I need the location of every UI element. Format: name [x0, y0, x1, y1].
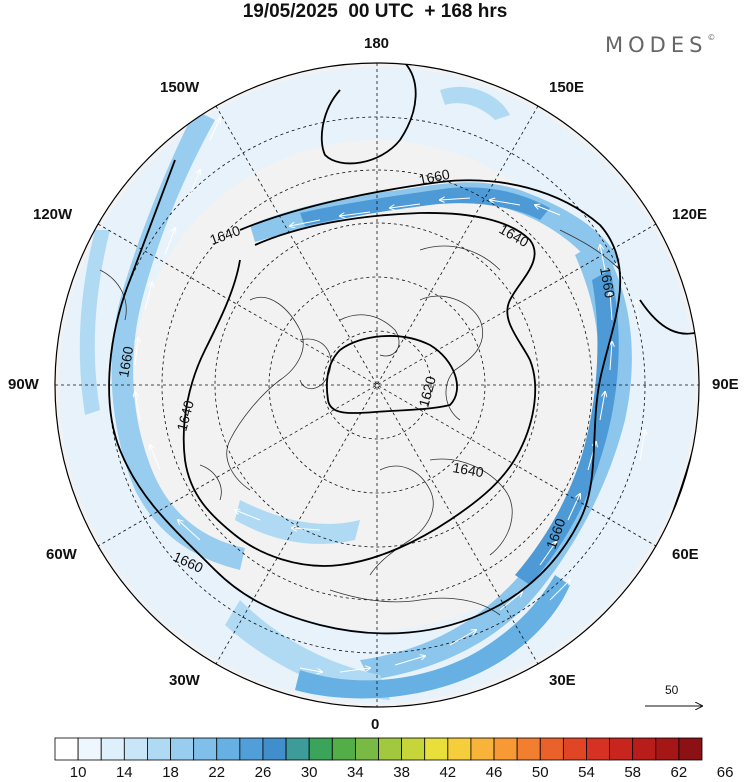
coastlines	[99, 229, 621, 616]
colorbar-swatch	[331, 737, 356, 761]
colorbar-swatch	[123, 737, 148, 761]
lon-label-30e: 30E	[549, 672, 576, 689]
wind-vectors	[135, 118, 645, 672]
contour-label: 1640	[451, 459, 485, 480]
colorbar-tick-label: 42	[439, 764, 457, 781]
lon-label-60e: 60E	[672, 546, 699, 563]
colorbar-swatch	[147, 737, 171, 761]
colorbar-swatch	[678, 737, 703, 761]
colorbar-swatch	[308, 737, 333, 761]
colorbar-swatch	[193, 737, 218, 761]
chart-title: 19/05/2025 00 UTC + 168 hrs	[242, 1, 508, 22]
contour-label: 1620	[415, 374, 439, 408]
graticule	[55, 63, 699, 707]
colorbar-tick-label: 46	[485, 764, 503, 781]
lon-label-150w: 150W	[160, 79, 200, 96]
lon-label-90w: 90W	[8, 376, 39, 393]
colorbar-swatch	[354, 737, 379, 761]
colorbar-swatch	[170, 737, 195, 761]
colorbar-tick-label: 18	[162, 764, 179, 781]
lon-label-0: 0	[371, 716, 380, 733]
colorbar-swatch	[100, 737, 125, 761]
jet-band-america	[111, 110, 245, 570]
colorbar-tick-label: 14	[115, 764, 133, 781]
colorbar-tick-label: 30	[300, 764, 318, 781]
colorbar-swatch	[539, 737, 564, 761]
colorbar-tick-label: 54	[578, 764, 595, 781]
colorbar-swatch	[470, 737, 495, 761]
lon-label-30w: 30W	[169, 672, 200, 689]
lon-label-150e: 150E	[549, 79, 585, 96]
reference-vector-value: 50	[665, 683, 679, 697]
colorbar-swatch	[424, 737, 449, 761]
colorbar-swatch	[516, 737, 541, 761]
colorbar-swatch	[447, 737, 472, 761]
map-border	[54, 62, 700, 708]
colorbar-swatch	[401, 737, 426, 761]
colorbar-tick-label: 50	[531, 764, 549, 781]
contour-label: 1640	[173, 398, 197, 432]
brand-name: MODES	[605, 33, 708, 57]
colorbar-swatch	[54, 737, 79, 761]
colorbar-tick-label: 26	[254, 764, 272, 781]
colorbar-swatch	[586, 737, 610, 761]
colorbar-tick-label: 66	[716, 764, 734, 781]
brand-logo: MODES©	[605, 33, 715, 57]
colorbar-swatch	[239, 737, 264, 761]
colorbar-tick-label: 34	[347, 764, 364, 781]
jet-band-atlantic	[295, 575, 570, 699]
colorbar-swatch	[378, 737, 403, 761]
wind-speed-shading	[58, 67, 695, 703]
colorbar-swatch	[285, 737, 310, 761]
colorbar-swatch	[655, 737, 680, 761]
colorbar-swatch	[562, 737, 587, 761]
colorbar	[54, 737, 703, 761]
contour-label: 1660	[115, 345, 136, 379]
lon-label-60w: 60W	[46, 546, 77, 563]
lon-label-90e: 90E	[712, 376, 739, 393]
colorbar-swatch	[609, 737, 634, 761]
colorbar-tick-label: 22	[208, 764, 226, 781]
colorbar-tick-label: 10	[69, 764, 87, 781]
reference-vector: 50	[640, 680, 710, 720]
colorbar-swatch	[262, 737, 287, 761]
lon-label-180: 180	[364, 35, 390, 52]
colorbar-swatch	[216, 737, 241, 761]
colorbar-swatch	[77, 737, 102, 761]
contour-label: 1660	[417, 166, 451, 188]
contour-label: 1660	[597, 266, 618, 300]
lon-label-120e: 120E	[672, 206, 708, 223]
colorbar-swatch	[632, 737, 657, 761]
lon-label-120w: 120W	[33, 206, 73, 223]
colorbar-tick-label: 38	[393, 764, 410, 781]
colorbar-swatch	[493, 737, 518, 761]
copyright-mark: ©	[707, 33, 716, 42]
colorbar-tick-label: 62	[670, 764, 688, 781]
colorbar-tick-label: 58	[624, 764, 642, 781]
